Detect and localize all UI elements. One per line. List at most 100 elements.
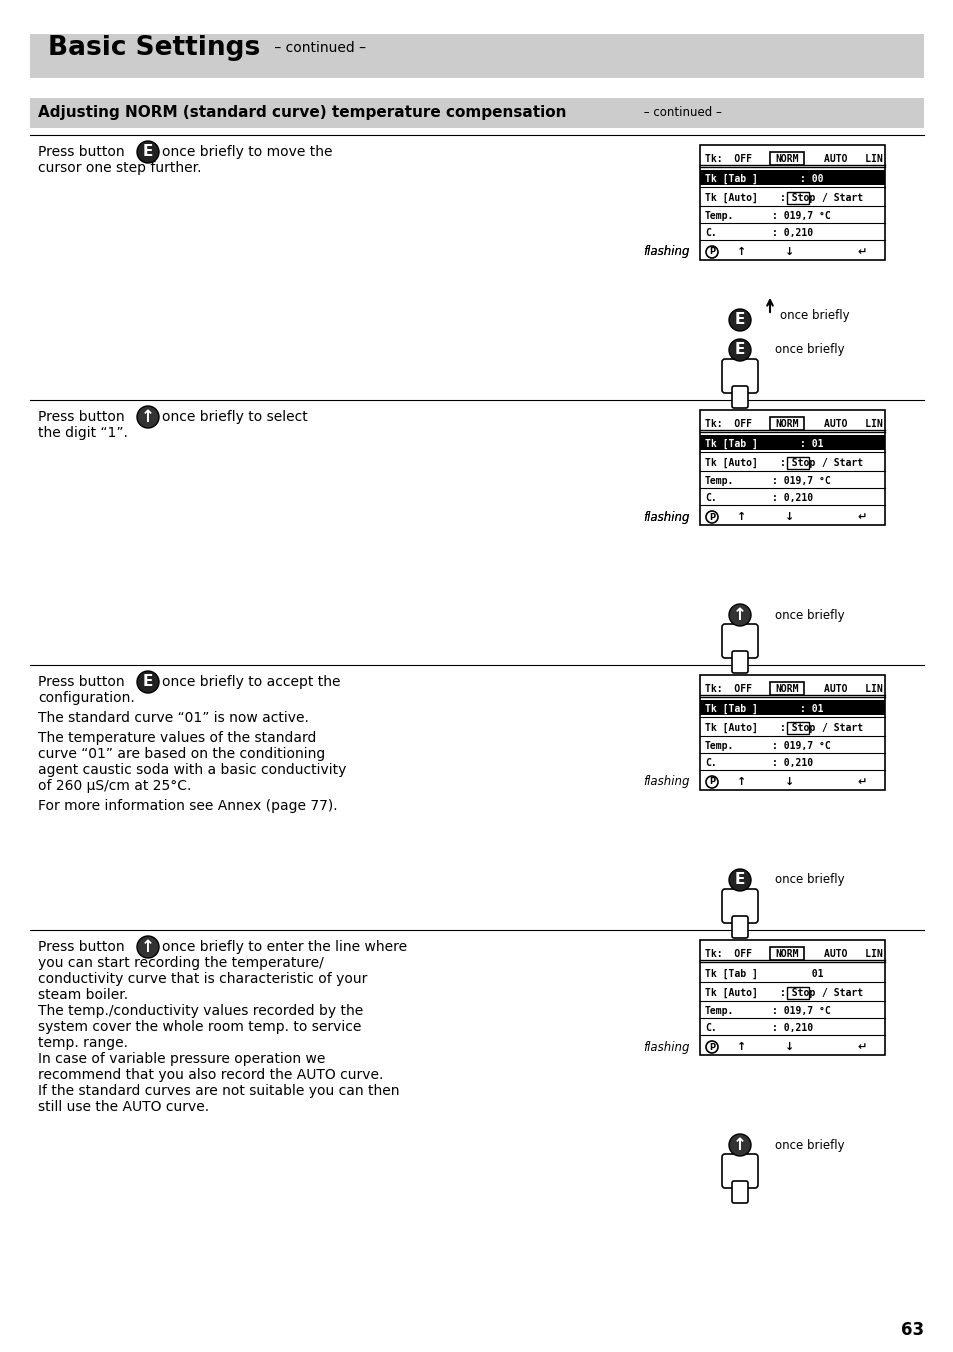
Text: once briefly: once briefly bbox=[774, 343, 843, 357]
Text: The temperature values of the standard: The temperature values of the standard bbox=[38, 731, 316, 745]
Text: temp. range.: temp. range. bbox=[38, 1036, 128, 1051]
Text: For more information see Annex (page 77).: For more information see Annex (page 77)… bbox=[38, 799, 337, 813]
FancyBboxPatch shape bbox=[700, 700, 884, 715]
Text: – continued –: – continued – bbox=[639, 107, 721, 119]
Text: Temp.: Temp. bbox=[704, 211, 734, 220]
Text: Press button: Press button bbox=[38, 940, 125, 955]
Text: ↑: ↑ bbox=[737, 777, 746, 787]
Text: curve “01” are based on the conditioning: curve “01” are based on the conditioning bbox=[38, 748, 325, 761]
Text: flashing: flashing bbox=[643, 511, 689, 523]
Text: flashing: flashing bbox=[643, 776, 689, 788]
Text: E: E bbox=[734, 312, 744, 327]
Text: : 019,7 °C: : 019,7 °C bbox=[771, 1006, 830, 1015]
Circle shape bbox=[137, 936, 159, 959]
Text: Tk [Auto]: Tk [Auto] bbox=[704, 458, 757, 468]
FancyBboxPatch shape bbox=[769, 681, 803, 695]
Circle shape bbox=[137, 141, 159, 164]
Text: configuration.: configuration. bbox=[38, 691, 134, 704]
Text: ↓: ↓ bbox=[784, 512, 794, 522]
Text: C.: C. bbox=[704, 228, 716, 238]
Text: once briefly: once briefly bbox=[774, 1138, 843, 1152]
FancyBboxPatch shape bbox=[786, 457, 808, 469]
FancyBboxPatch shape bbox=[721, 890, 758, 923]
Circle shape bbox=[137, 671, 159, 694]
Text: Tk:  OFF: Tk: OFF bbox=[704, 419, 751, 429]
Text: ↵: ↵ bbox=[857, 512, 865, 522]
FancyBboxPatch shape bbox=[731, 917, 747, 938]
Text: : 0,210: : 0,210 bbox=[771, 1023, 812, 1033]
Text: ↑: ↑ bbox=[737, 1042, 746, 1052]
Text: agent caustic soda with a basic conductivity: agent caustic soda with a basic conducti… bbox=[38, 763, 346, 777]
Text: NORM: NORM bbox=[775, 949, 798, 959]
Text: : Stop: : Stop bbox=[780, 988, 815, 998]
Text: Tk [Tab ]: Tk [Tab ] bbox=[704, 439, 757, 449]
Text: 63: 63 bbox=[900, 1321, 923, 1338]
Text: In case of variable pressure operation we: In case of variable pressure operation w… bbox=[38, 1052, 325, 1065]
FancyBboxPatch shape bbox=[700, 675, 884, 790]
FancyBboxPatch shape bbox=[721, 360, 758, 393]
Text: : 0,210: : 0,210 bbox=[771, 493, 812, 503]
Text: steam boiler.: steam boiler. bbox=[38, 988, 128, 1002]
FancyBboxPatch shape bbox=[731, 387, 747, 408]
Text: Temp.: Temp. bbox=[704, 1006, 734, 1015]
Text: If the standard curves are not suitable you can then: If the standard curves are not suitable … bbox=[38, 1084, 399, 1098]
FancyBboxPatch shape bbox=[700, 410, 884, 525]
Text: ↑: ↑ bbox=[737, 247, 746, 257]
Text: E: E bbox=[143, 675, 153, 690]
FancyBboxPatch shape bbox=[769, 946, 803, 960]
Text: C.: C. bbox=[704, 758, 716, 768]
Text: P: P bbox=[708, 247, 715, 257]
Text: : 019,7 °C: : 019,7 °C bbox=[771, 476, 830, 485]
Text: AUTO   LIN: AUTO LIN bbox=[823, 949, 882, 959]
Text: once briefly to move the: once briefly to move the bbox=[162, 145, 333, 160]
Text: 01: 01 bbox=[800, 969, 822, 979]
Text: Tk [Tab ]: Tk [Tab ] bbox=[704, 704, 757, 714]
FancyBboxPatch shape bbox=[700, 145, 884, 260]
Text: Tk [Auto]: Tk [Auto] bbox=[704, 723, 757, 733]
Text: ↓: ↓ bbox=[784, 777, 794, 787]
FancyBboxPatch shape bbox=[721, 1155, 758, 1188]
Circle shape bbox=[728, 1134, 750, 1156]
Text: – continued –: – continued – bbox=[270, 41, 366, 55]
Text: Tk [Auto]: Tk [Auto] bbox=[704, 988, 757, 998]
FancyBboxPatch shape bbox=[30, 34, 923, 78]
Text: Tk:  OFF: Tk: OFF bbox=[704, 949, 751, 959]
FancyBboxPatch shape bbox=[700, 435, 884, 450]
Text: C.: C. bbox=[704, 1023, 716, 1033]
Text: ↑: ↑ bbox=[141, 408, 154, 426]
Circle shape bbox=[728, 310, 750, 331]
Text: ↵: ↵ bbox=[857, 1042, 865, 1052]
Text: once briefly to enter the line where: once briefly to enter the line where bbox=[162, 940, 407, 955]
Text: recommend that you also record the AUTO curve.: recommend that you also record the AUTO … bbox=[38, 1068, 383, 1082]
Text: / Start: / Start bbox=[821, 988, 862, 998]
Circle shape bbox=[728, 604, 750, 626]
Text: / Start: / Start bbox=[821, 723, 862, 733]
Text: : 019,7 °C: : 019,7 °C bbox=[771, 211, 830, 220]
Text: NORM: NORM bbox=[775, 154, 798, 164]
Text: Press button: Press button bbox=[38, 675, 125, 690]
Text: AUTO   LIN: AUTO LIN bbox=[823, 419, 882, 429]
Text: flashing: flashing bbox=[643, 511, 689, 523]
Text: ↑: ↑ bbox=[737, 512, 746, 522]
Text: once briefly to select: once briefly to select bbox=[162, 410, 308, 425]
FancyBboxPatch shape bbox=[700, 170, 884, 185]
Text: once briefly: once briefly bbox=[780, 308, 849, 322]
Text: The standard curve “01” is now active.: The standard curve “01” is now active. bbox=[38, 711, 309, 725]
Text: Press button: Press button bbox=[38, 145, 125, 160]
Text: Temp.: Temp. bbox=[704, 476, 734, 485]
Text: Temp.: Temp. bbox=[704, 741, 734, 750]
FancyBboxPatch shape bbox=[700, 940, 884, 1055]
Text: : 01: : 01 bbox=[800, 439, 822, 449]
Text: ↵: ↵ bbox=[857, 777, 865, 787]
Text: E: E bbox=[143, 145, 153, 160]
Text: Tk [Auto]: Tk [Auto] bbox=[704, 193, 757, 203]
Text: / Start: / Start bbox=[821, 458, 862, 468]
FancyBboxPatch shape bbox=[30, 97, 923, 128]
Text: / Start: / Start bbox=[821, 193, 862, 203]
Text: NORM: NORM bbox=[775, 684, 798, 694]
Text: ↑: ↑ bbox=[732, 1136, 746, 1155]
Text: flashing: flashing bbox=[643, 246, 689, 258]
FancyBboxPatch shape bbox=[721, 625, 758, 658]
Text: the digit “1”.: the digit “1”. bbox=[38, 426, 128, 439]
FancyBboxPatch shape bbox=[769, 151, 803, 165]
